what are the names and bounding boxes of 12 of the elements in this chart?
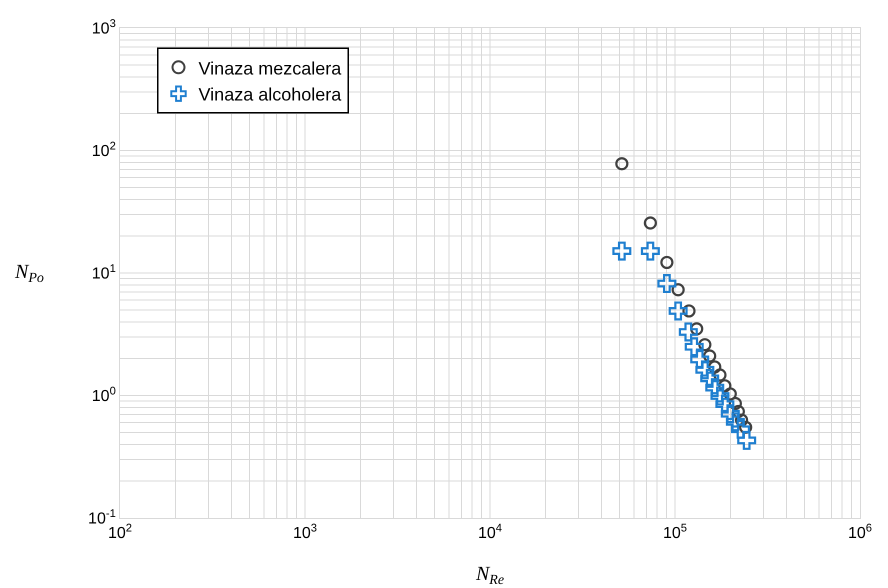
y-axis-title: N$_{Po}$ bbox=[14, 261, 44, 286]
x-tick-label: 10$^{5}$ bbox=[662, 522, 688, 542]
x-tick-label: 10$^{6}$ bbox=[848, 522, 872, 542]
y-tick-label: 10$^{2}$ bbox=[92, 140, 116, 160]
y-tick-label: 10$^{3}$ bbox=[92, 18, 116, 38]
x-tick-label: 10$^{3}$ bbox=[292, 522, 318, 542]
x-axis-title: N$_{Re}$ bbox=[474, 562, 504, 588]
legend-label: Vinaza alcoholera bbox=[198, 84, 342, 105]
y-tick-label: 10$^{0}$ bbox=[92, 385, 116, 406]
y-tick-label: 10$^{1}$ bbox=[92, 262, 116, 283]
legend-label: Vinaza mezcalera bbox=[198, 58, 342, 78]
x-tick-label: 10$^{4}$ bbox=[478, 522, 502, 542]
